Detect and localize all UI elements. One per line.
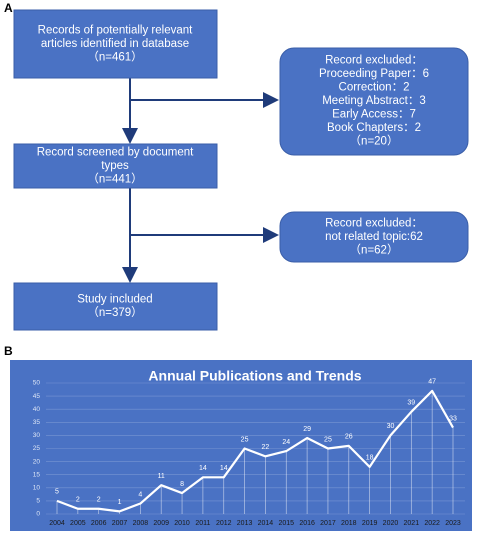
data-label: 26 [345, 434, 353, 441]
flow-text: articles identified in database [41, 38, 189, 50]
y-tick-label: 40 [33, 406, 41, 413]
flow-text: Proceeding Paper：6 [319, 68, 429, 80]
y-tick-label: 15 [33, 471, 41, 478]
x-tick-label: 2013 [237, 520, 253, 527]
x-tick-label: 2019 [362, 520, 378, 527]
x-tick-label: 2011 [195, 520, 210, 527]
data-label: 30 [387, 423, 395, 430]
data-label: 25 [324, 436, 332, 443]
x-tick-label: 2020 [383, 520, 399, 527]
data-label: 2 [97, 497, 101, 504]
y-tick-label: 30 [33, 432, 41, 439]
data-label: 47 [428, 379, 436, 386]
x-tick-label: 2015 [278, 520, 294, 527]
data-label: 4 [138, 491, 142, 498]
data-label: 22 [262, 444, 270, 451]
y-tick-label: 0 [36, 511, 40, 518]
data-label: 24 [282, 439, 290, 446]
x-tick-label: 2009 [153, 520, 169, 527]
data-label: 14 [220, 465, 228, 472]
y-tick-label: 20 [33, 458, 41, 465]
x-tick-label: 2018 [341, 520, 357, 527]
data-label: 33 [449, 415, 457, 422]
y-tick-label: 25 [33, 445, 41, 452]
y-tick-label: 45 [33, 393, 41, 400]
x-tick-label: 2010 [174, 520, 190, 527]
panel-label: A [4, 1, 13, 15]
data-label: 18 [366, 455, 374, 462]
flow-text: Record screened by document [37, 147, 194, 159]
data-label: 8 [180, 481, 184, 488]
flow-text: Correction：2 [339, 82, 410, 94]
flow-text: Early Access：7 [332, 109, 416, 121]
x-tick-label: 2022 [424, 520, 440, 527]
data-label: 25 [241, 436, 249, 443]
flow-text: Record excluded： [325, 218, 423, 230]
flow-text: types [101, 160, 129, 172]
x-tick-label: 2012 [216, 520, 232, 527]
chart-title: Annual Publications and Trends [148, 368, 361, 384]
data-label: 5 [55, 489, 59, 496]
flow-text: not related topic:62 [325, 231, 423, 243]
panel-label: B [4, 344, 13, 358]
x-tick-label: 2017 [320, 520, 336, 527]
flow-box [13, 143, 218, 189]
flow-text: （n=20） [350, 135, 399, 148]
flow-box [279, 211, 469, 263]
y-tick-label: 35 [33, 419, 41, 426]
x-tick-label: 2023 [445, 520, 461, 527]
x-tick-label: 2021 [404, 520, 420, 527]
x-tick-label: 2004 [49, 520, 65, 527]
y-tick-label: 5 [36, 498, 40, 505]
data-label: 39 [407, 400, 415, 407]
flow-text: （n=441） [87, 173, 142, 186]
flow-box [13, 282, 218, 331]
x-tick-label: 2006 [91, 520, 107, 527]
data-label: 14 [199, 465, 207, 472]
y-tick-label: 10 [33, 485, 41, 492]
flow-text: Meeting Abstract：3 [322, 95, 426, 107]
x-tick-label: 2014 [258, 520, 274, 527]
flow-box [279, 47, 469, 156]
data-label: 1 [118, 499, 122, 506]
x-tick-label: 2007 [112, 520, 128, 527]
line [56, 389, 454, 513]
data-label: 11 [158, 473, 165, 480]
y-tick-label: 50 [33, 380, 41, 387]
x-tick-label: 2016 [299, 520, 315, 527]
flow-text: Records of potentially relevant [38, 25, 193, 37]
data-label: 2 [76, 497, 80, 504]
flow-box [13, 9, 218, 79]
x-tick-label: 2008 [133, 520, 149, 527]
flow-text: （n=461） [87, 51, 142, 64]
x-tick-label: 2005 [70, 520, 86, 527]
flow-text: Book Chapters：2 [327, 122, 421, 134]
flow-text: Record excluded： [325, 55, 423, 67]
flow-text: （n=379） [87, 306, 142, 319]
chart-background [10, 360, 472, 531]
flow-text: Study included [77, 293, 152, 305]
flow-text: （n=62） [350, 244, 399, 257]
data-label: 29 [303, 426, 311, 433]
